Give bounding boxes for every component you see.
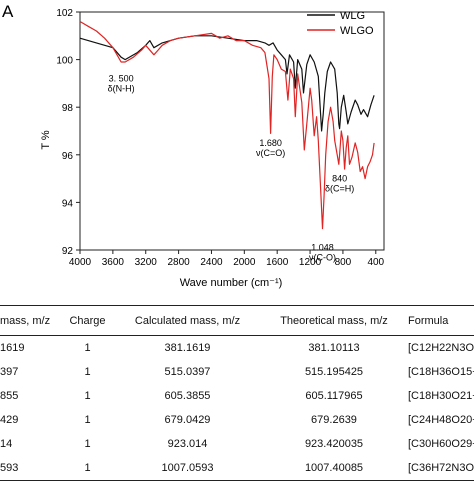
legend: WLG WLGO <box>307 10 374 37</box>
cell-formula: [C12H22N3O17+N <box>408 342 474 354</box>
cell-charge: 1 <box>84 438 91 450</box>
col-header-formula: Formula <box>408 307 474 336</box>
table-row: 855 1 605.3855 605.117965 [C18H30O21+Na] <box>0 384 474 408</box>
table-header-row: mass, m/z Charge Calculated mass, m/z Th… <box>0 307 474 336</box>
y-tick-label: 100 <box>56 56 73 67</box>
series-layer <box>79 20 375 230</box>
x-tick-label: 2000 <box>233 257 256 268</box>
cell-formula: [C24H48O20+Na] <box>408 414 474 426</box>
x-tick-label: 2400 <box>200 257 223 268</box>
x-tick-label: 1200 <box>299 257 322 268</box>
col-header-charge: Charge <box>60 307 115 336</box>
axis-group: 4000 3600 3200 2800 2400 2000 1600 1200 800 400 92… <box>56 8 384 268</box>
annotation-assignment: ν(C=O) <box>256 148 285 158</box>
annotation-assignment: δ(C=H) <box>325 183 354 193</box>
cell-charge: 1 <box>60 456 115 481</box>
y-tick-label: 94 <box>62 198 74 209</box>
col-header-mass: mass, m/z <box>0 307 60 336</box>
cell-calculated: 605.3855 <box>164 390 211 402</box>
panel-label: A <box>2 2 14 21</box>
cell-mass: 855 <box>0 390 19 402</box>
table-row: 1619 1 381.1619 381.10113 [C12H22N3O17+N <box>0 336 474 361</box>
cell-charge: 1 <box>84 366 91 378</box>
ftir-chart: A 4000 3600 3200 2800 2400 2000 1600 1200 800 400… <box>2 2 385 289</box>
annotation-value: 1.048 <box>311 242 334 252</box>
col-header-calculated: Calculated mass, m/z <box>115 307 260 336</box>
cell-mass: 14 <box>0 438 13 450</box>
x-axis-label: Wave number (cm⁻¹) <box>180 277 283 289</box>
x-tick-label: 2800 <box>167 257 190 268</box>
cell-charge: 1 <box>84 342 91 354</box>
cell-theoretical: 679.2639 <box>311 414 357 426</box>
annotation-assignment: ν(C-O) <box>309 252 336 262</box>
cell-theoretical: 515.195425 <box>304 366 364 378</box>
cell-calculated: 1007.0593 <box>115 456 260 481</box>
cell-mass: 1619 <box>0 342 25 354</box>
series-line-wlgo <box>79 20 375 230</box>
cell-calculated: 515.0397 <box>164 366 211 378</box>
cell-formula: [C30H60O29+K]+ <box>408 438 474 450</box>
cell-calculated: 381.1619 <box>164 342 211 354</box>
annotation-assignment: δ(N-H) <box>108 84 135 94</box>
table-top-rule <box>0 305 474 306</box>
y-tick-label: 92 <box>62 246 74 257</box>
plot-frame <box>79 11 385 251</box>
cell-theoretical: 381.10113 <box>308 342 360 354</box>
cell-mass: 429 <box>0 414 19 426</box>
y-tick-label: 98 <box>62 103 74 114</box>
cell-calculated: 679.0429 <box>164 414 211 426</box>
x-tick-label: 800 <box>335 257 352 268</box>
cell-theoretical: 605.117965 <box>305 390 363 402</box>
x-tick-label: 400 <box>367 257 384 268</box>
table-row: 14 1 923.014 923.420035 [C30H60O29+K]+ <box>0 432 474 456</box>
y-axis-label: T % <box>40 130 52 150</box>
y-tick-label: 102 <box>56 8 73 19</box>
col-header-theoretical: Theoretical mass, m/z <box>260 307 408 336</box>
annotation-value: 840 <box>332 173 347 183</box>
x-tick-label: 1600 <box>266 257 289 268</box>
legend-label-wlg: WLG <box>340 10 365 22</box>
y-tick-label: 96 <box>62 151 74 162</box>
cell-mass: 397 <box>0 366 19 378</box>
series-line-wlg <box>79 35 375 132</box>
x-tick-label: 3600 <box>102 257 125 268</box>
cell-calculated: 923.014 <box>167 438 208 450</box>
cell-formula: [C36H72N3O30+N <box>408 456 474 481</box>
table-row: 397 1 515.0397 515.195425 [C18H36O15+Na] <box>0 360 474 384</box>
mass-table: mass, m/z Charge Calculated mass, m/z Th… <box>0 307 474 481</box>
table-row: 429 1 679.0429 679.2639 [C24H48O20+Na] <box>0 408 474 432</box>
annotation-value: 3. 500 <box>109 74 134 84</box>
annotation-value: 1.680 <box>259 138 282 148</box>
cell-theoretical: 923.420035 <box>304 438 364 450</box>
cell-charge: 1 <box>84 414 91 426</box>
cell-mass: 593 <box>0 456 60 481</box>
cell-theoretical: 1007.40085 <box>260 456 408 481</box>
x-tick-label: 3200 <box>135 257 158 268</box>
cell-charge: 1 <box>84 390 91 402</box>
cell-formula: [C18H36O15+Na] <box>408 366 474 378</box>
x-tick-label: 4000 <box>69 257 92 268</box>
cell-formula: [C18H30O21+Na] <box>408 390 474 402</box>
legend-label-wlgo: WLGO <box>340 25 374 37</box>
